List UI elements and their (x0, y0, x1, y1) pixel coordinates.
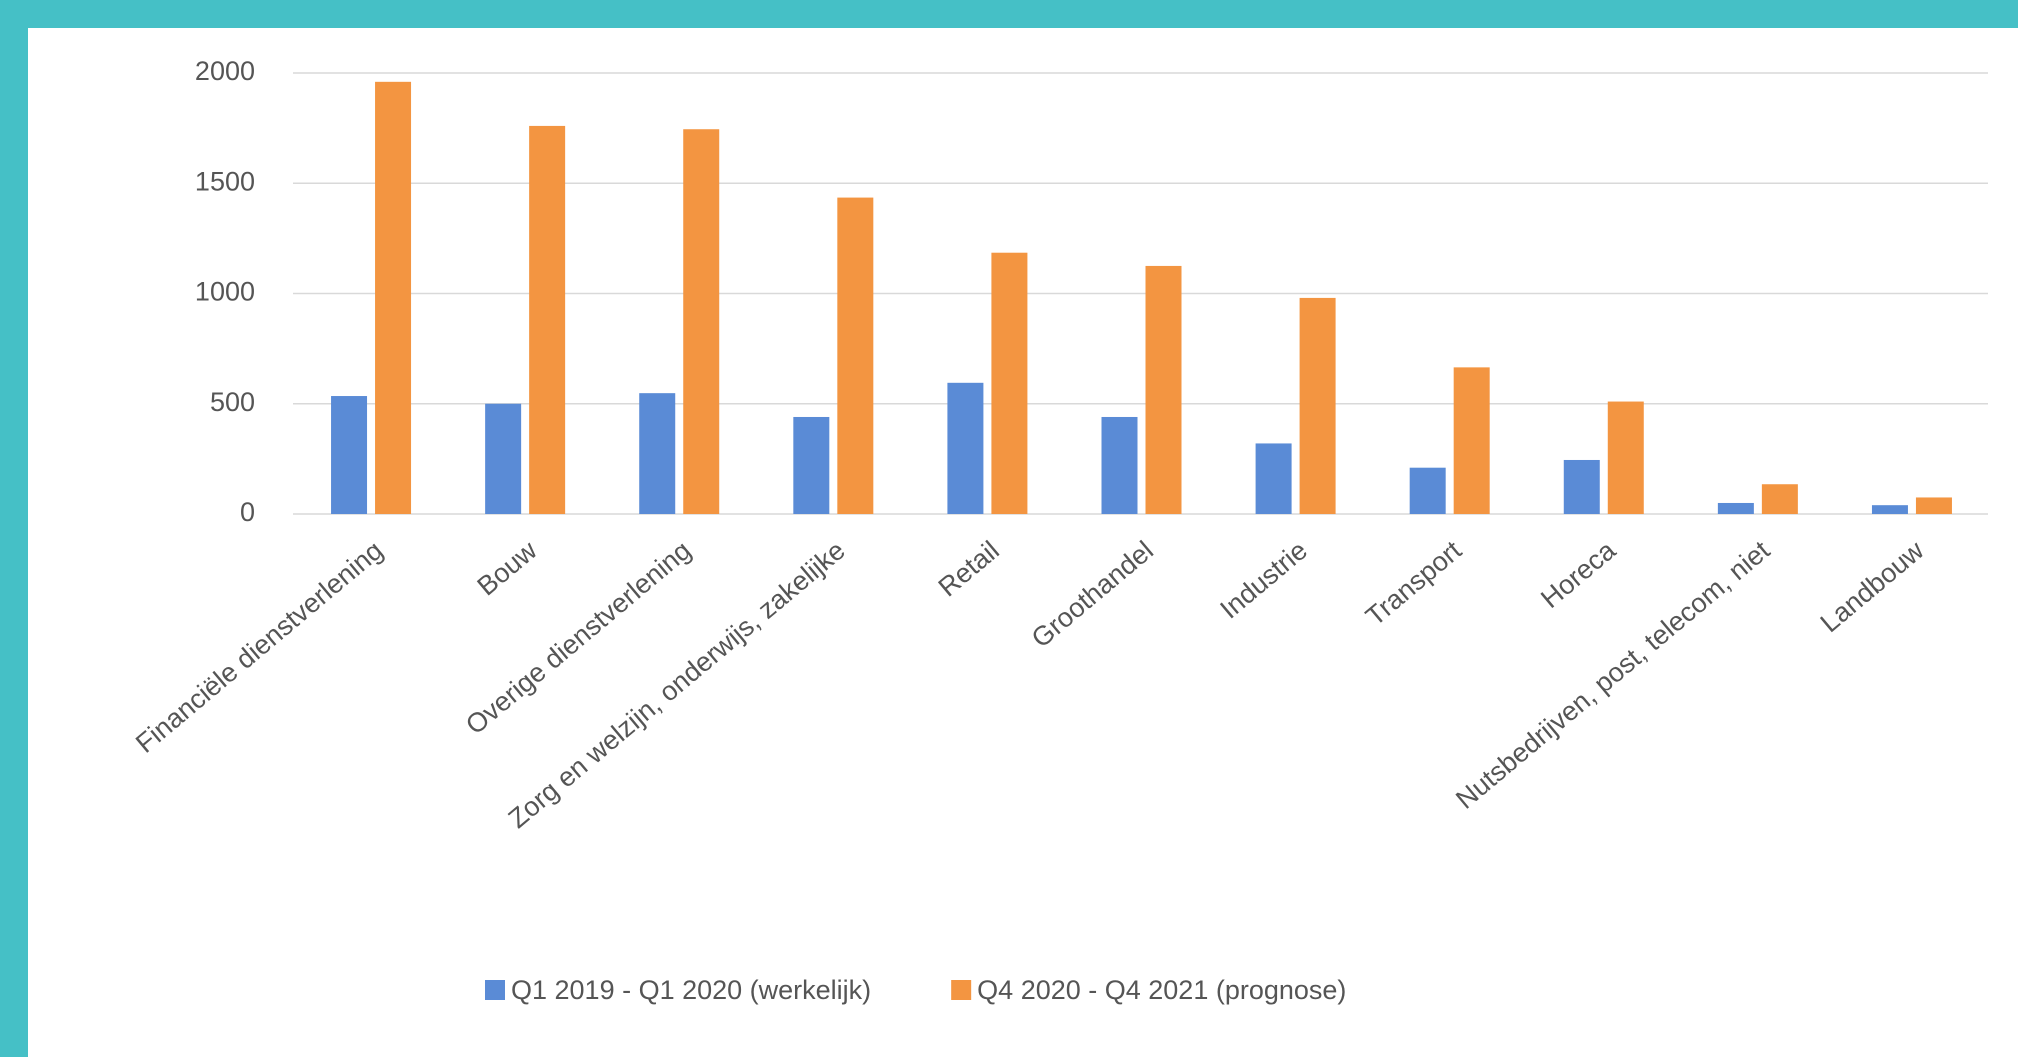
x-tick-label: Horeca (1535, 534, 1622, 614)
y-tick-label: 2000 (195, 56, 255, 86)
x-tick-label: Groothandel (1026, 535, 1159, 654)
x-tick-label: Bouw (472, 535, 543, 602)
bar (1299, 297, 1336, 514)
x-tick-label: Financiële dienstverlening (130, 535, 388, 759)
bar (1761, 484, 1798, 514)
x-tick-label: Industrie (1214, 535, 1313, 625)
y-tick-label: 1000 (195, 277, 255, 307)
bar (947, 382, 984, 514)
y-tick-label: 500 (210, 387, 255, 417)
y-tick-label: 1500 (195, 166, 255, 196)
bar (1101, 416, 1138, 514)
x-tick-label: Landbouw (1815, 535, 1930, 638)
x-tick-label: Retail (933, 535, 1005, 602)
bar (793, 416, 830, 514)
bar (1255, 443, 1292, 514)
bar (1409, 467, 1446, 514)
legend-swatch (951, 980, 972, 1000)
bar (1871, 505, 1908, 514)
bar (1915, 497, 1952, 514)
panel (28, 28, 2018, 1057)
x-tick-label: Zorg en welzijn, onderwijs, zakelijke (503, 535, 851, 834)
bar (331, 396, 368, 514)
bar (375, 81, 412, 514)
bar (1453, 367, 1490, 514)
x-tick-label: Transport (1360, 535, 1467, 632)
legend-label: Q1 2019 - Q1 2020 (werkelijk) (511, 975, 871, 1005)
bar (683, 129, 720, 515)
bar (1607, 401, 1644, 514)
legend-label: Q4 2020 - Q4 2021 (prognose) (977, 975, 1346, 1005)
bar (485, 403, 522, 514)
x-tick-label: Nutsbedrijven, post, telecom, niet (1450, 535, 1775, 815)
bar (529, 125, 566, 515)
bar (1145, 265, 1182, 514)
bar (837, 197, 874, 514)
legend-swatch (485, 980, 505, 1000)
bar (639, 393, 676, 514)
bar (1563, 459, 1600, 514)
y-tick-label: 0 (240, 497, 255, 527)
bar (991, 252, 1028, 514)
bar (1717, 502, 1754, 514)
